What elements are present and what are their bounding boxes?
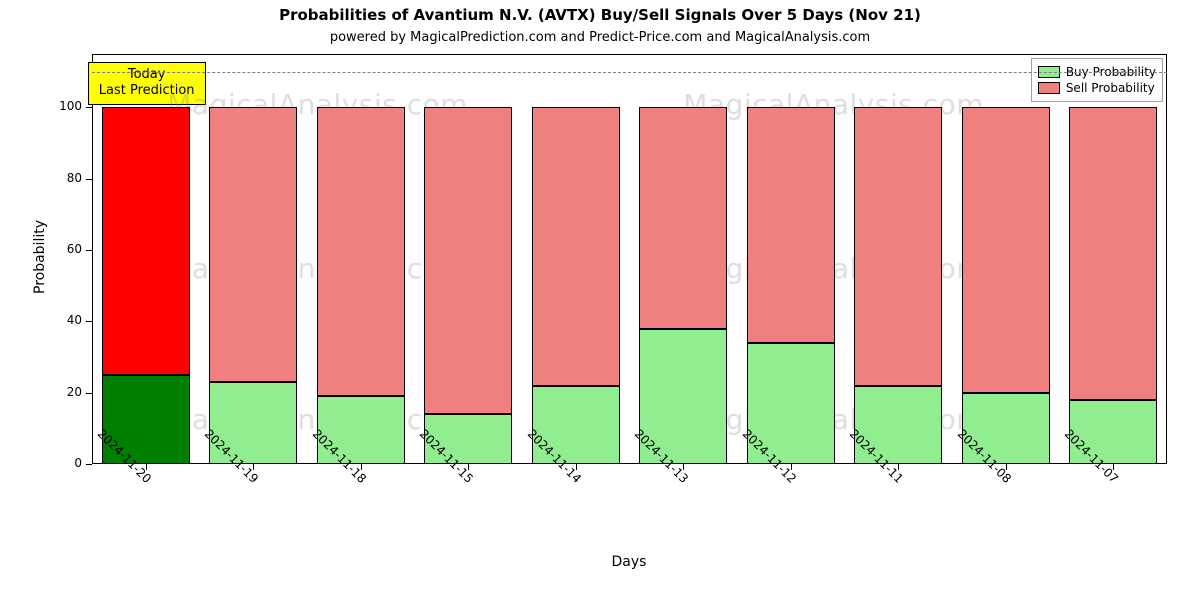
bar-sell (209, 107, 297, 382)
bar-sell (102, 107, 190, 374)
bar-sell (532, 107, 620, 385)
chart-title: Probabilities of Avantium N.V. (AVTX) Bu… (0, 6, 1200, 24)
bar-sell (317, 107, 405, 396)
x-axis-label: Days (612, 554, 647, 570)
bar-sell (639, 107, 727, 328)
y-tick (86, 250, 92, 251)
y-tick-label: 80 (52, 171, 82, 185)
legend-item-sell: Sell Probability (1038, 81, 1156, 95)
y-tick-label: 20 (52, 385, 82, 399)
bar-sell (747, 107, 835, 342)
bar-sell (1069, 107, 1157, 399)
legend-label-sell: Sell Probability (1066, 81, 1155, 95)
today-annotation: Today Last Prediction (88, 62, 206, 105)
y-axis-label: Probability (32, 220, 48, 294)
y-tick-label: 40 (52, 313, 82, 327)
y-tick-label: 60 (52, 242, 82, 256)
y-tick-label: 100 (52, 99, 82, 113)
annotation-line2: Last Prediction (99, 83, 195, 98)
chart-container: Probabilities of Avantium N.V. (AVTX) Bu… (0, 0, 1200, 600)
threshold-line (92, 72, 1167, 73)
chart-subtitle: powered by MagicalPrediction.com and Pre… (0, 30, 1200, 45)
y-tick (86, 321, 92, 322)
bar-sell (962, 107, 1050, 392)
annotation-line1: Today (128, 67, 166, 82)
legend-swatch-sell (1038, 82, 1060, 94)
y-tick (86, 393, 92, 394)
y-tick (86, 179, 92, 180)
y-tick (86, 464, 92, 465)
bar-sell (424, 107, 512, 414)
bar-sell (854, 107, 942, 385)
legend: Buy Probability Sell Probability (1031, 58, 1163, 102)
y-tick (86, 107, 92, 108)
y-tick-label: 0 (52, 456, 82, 470)
